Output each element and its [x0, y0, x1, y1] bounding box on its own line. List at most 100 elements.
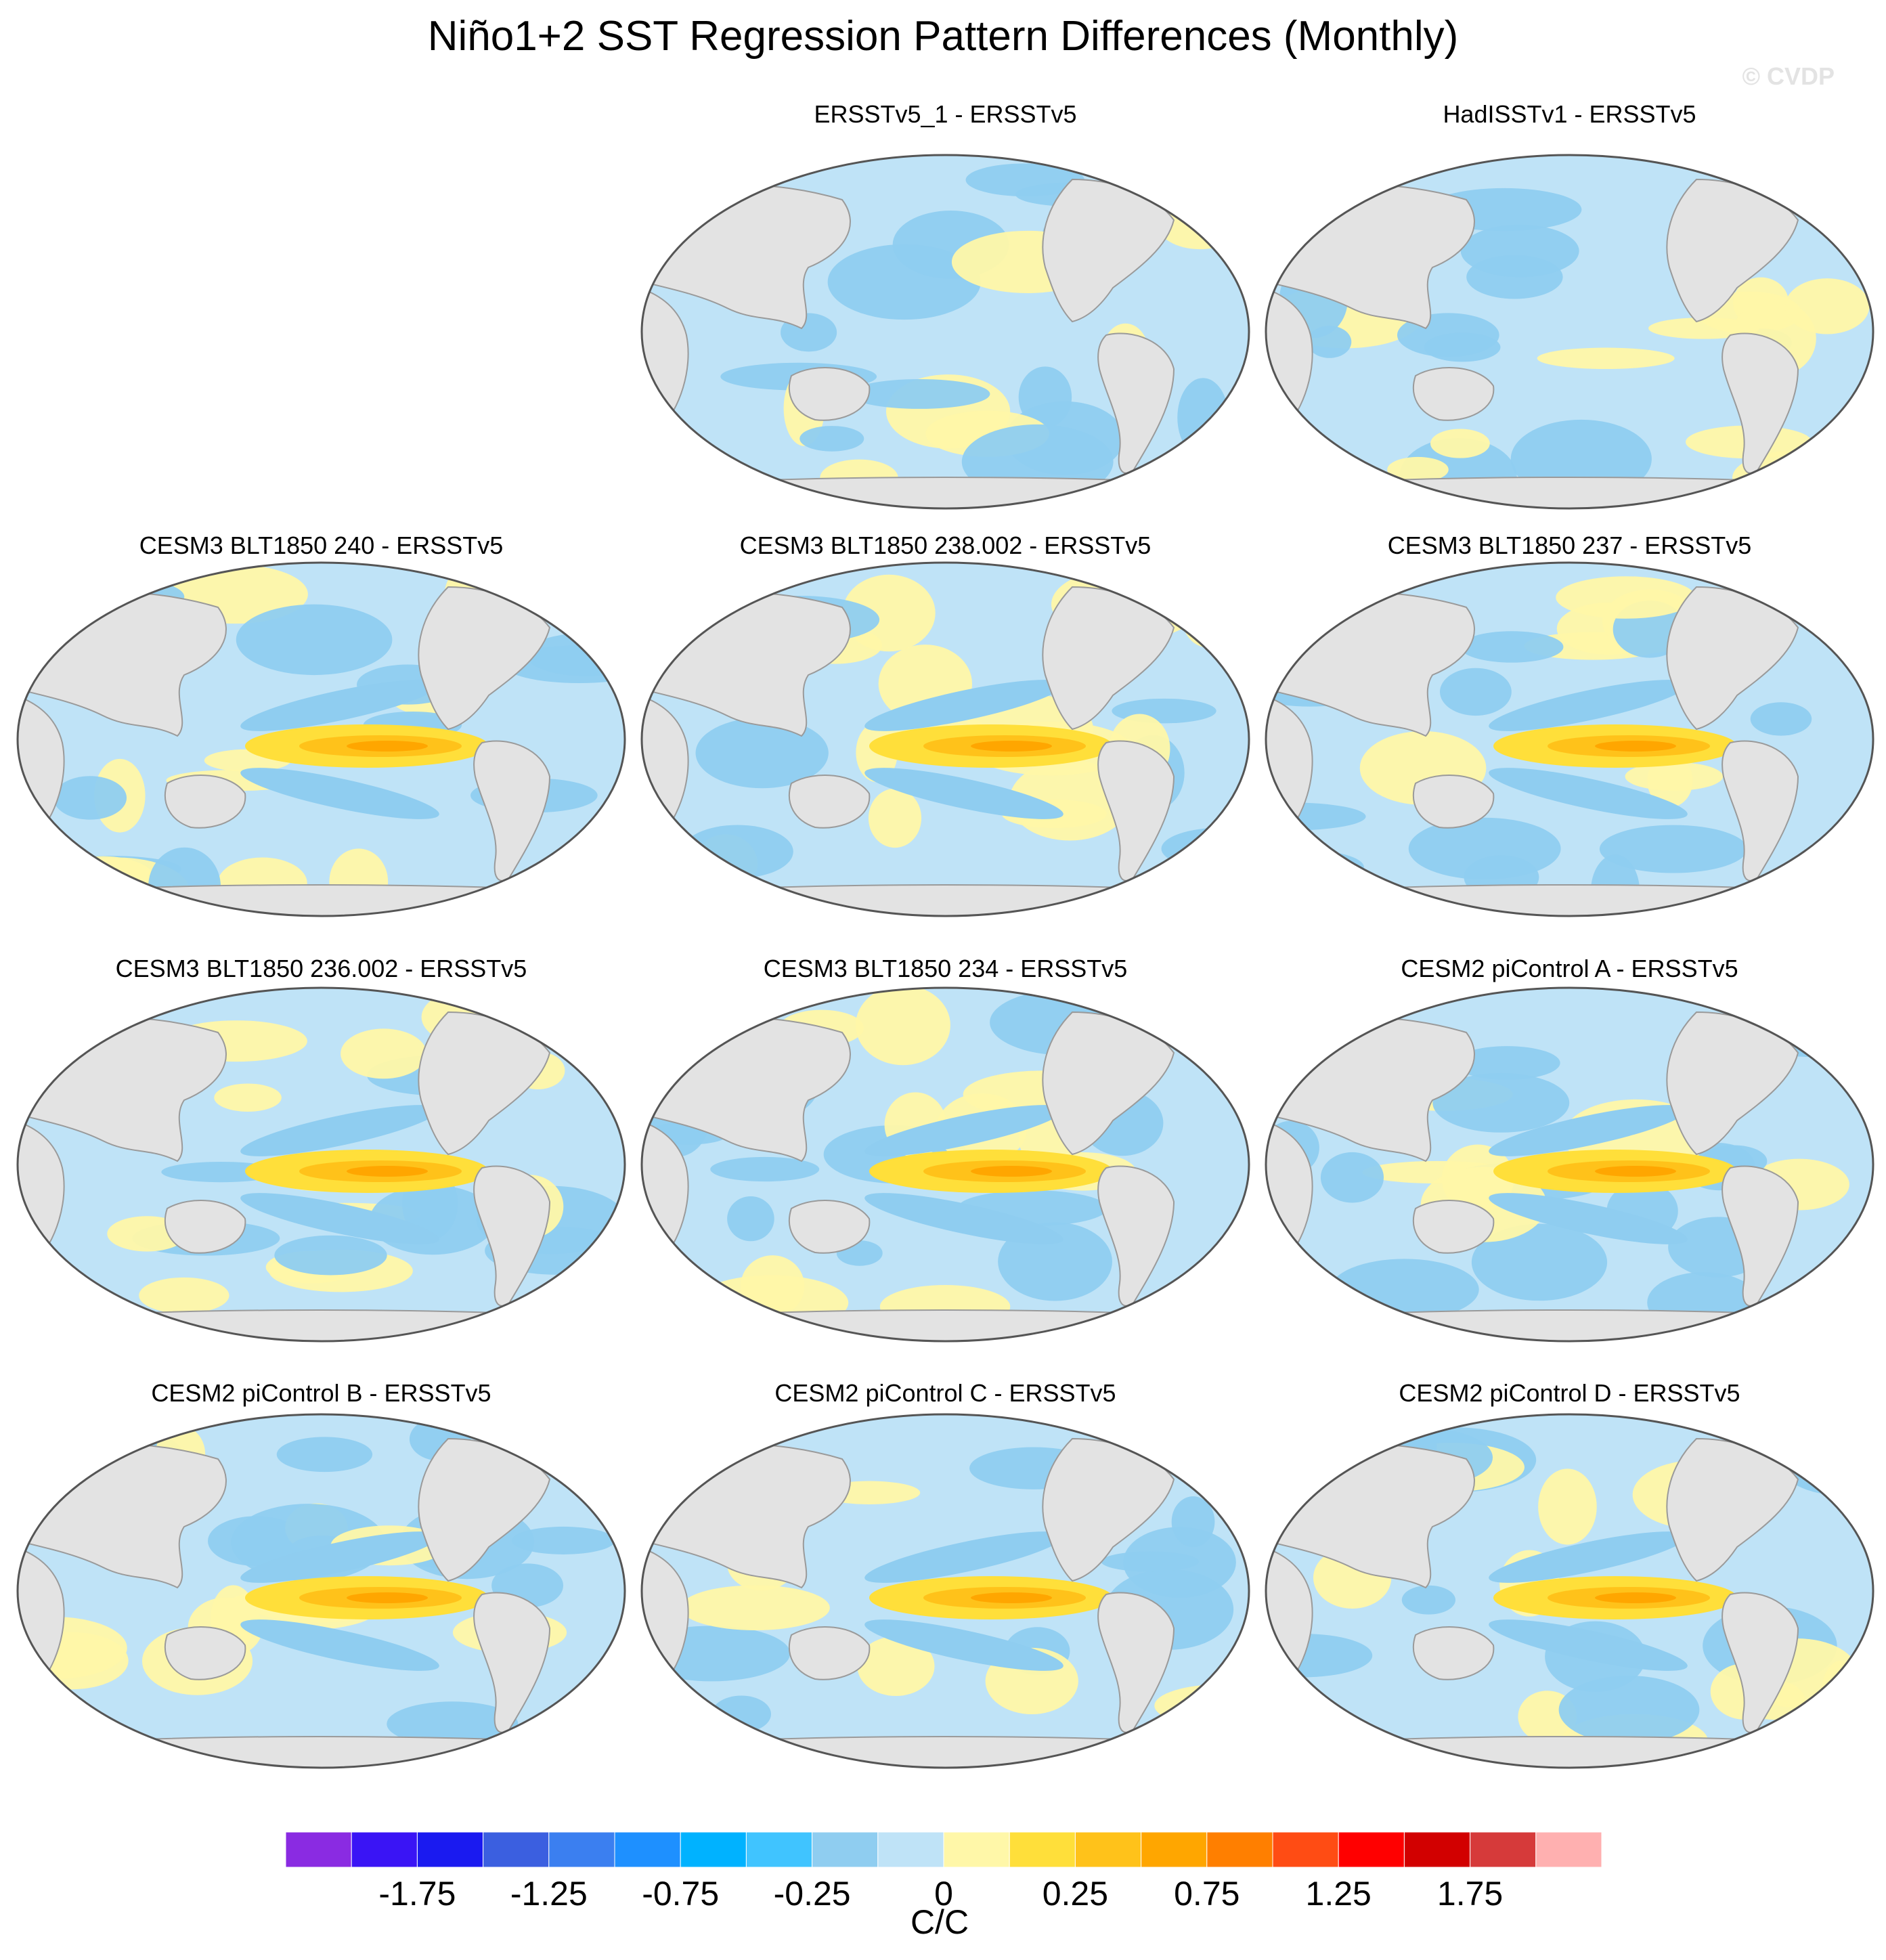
- warm-anomaly-patch: [1647, 754, 1693, 808]
- land-mass: [788, 775, 871, 829]
- colorbar-tick-label: 0.75: [1174, 1875, 1240, 1913]
- land-mass: [527, 1424, 582, 1466]
- equatorial-pacific-max: [347, 1592, 428, 1603]
- cool-anomaly-patch: [849, 378, 990, 409]
- warm-anomaly-patch: [868, 788, 922, 848]
- warm-anomaly-patch: [1538, 1468, 1597, 1545]
- colorbar-swatch: [812, 1832, 879, 1867]
- colorbar-swatch: [1470, 1832, 1537, 1867]
- map-border: [1265, 561, 1874, 917]
- colorbar-swatch: [680, 1832, 747, 1867]
- robinson-map: [640, 986, 1250, 1343]
- land-mass: [1412, 367, 1495, 421]
- cool-anomaly-patch: [799, 426, 864, 452]
- colorbar-swatch: [1074, 1832, 1142, 1867]
- north-pacific-cool-band: [240, 1531, 439, 1583]
- robinson-map: [1265, 1413, 1874, 1769]
- warm-anomaly-patch: [139, 1277, 229, 1314]
- colorbar-swatch: [745, 1832, 813, 1867]
- cool-anomaly-patch: [1440, 668, 1512, 716]
- land-mass: [18, 884, 625, 916]
- robinson-map: [1265, 986, 1874, 1343]
- cool-anomaly-patch: [1471, 1223, 1608, 1301]
- robinson-map: [1265, 154, 1874, 510]
- warm-anomaly-patch: [1556, 576, 1696, 619]
- north-pacific-cool-band: [1489, 1531, 1688, 1583]
- north-pacific-cool-band: [240, 680, 439, 731]
- land-mass: [1412, 1200, 1495, 1254]
- north-pacific-cool-band: [864, 680, 1063, 731]
- land-mass: [1266, 884, 1873, 916]
- warm-anomaly-patch: [680, 1585, 830, 1631]
- land-mass: [164, 775, 246, 829]
- south-pacific-cool-band: [240, 768, 439, 819]
- land-mass: [1776, 997, 1830, 1040]
- map-border: [16, 986, 626, 1343]
- land-mass: [642, 477, 1249, 508]
- colorbar-swatch: [548, 1832, 615, 1867]
- land-mass: [1776, 572, 1830, 615]
- land-mass: [1266, 1736, 1873, 1768]
- colorbar-swatch: [286, 1832, 352, 1867]
- colorbar-tick-label: -0.25: [773, 1875, 851, 1913]
- robinson-map: [640, 1413, 1250, 1769]
- warm-anomaly-patch: [1781, 1292, 1873, 1314]
- cvdp-watermark: © CVDP: [1742, 62, 1835, 90]
- cool-anomaly-patch: [53, 776, 127, 820]
- colorbar-tick-label: -1.75: [378, 1875, 456, 1913]
- warm-anomaly-patch: [1180, 577, 1234, 648]
- map-border: [1265, 154, 1874, 510]
- robinson-map: [1265, 561, 1874, 917]
- colorbar-tick-label: 1.75: [1437, 1875, 1504, 1913]
- cool-anomaly-patch: [1558, 1676, 1700, 1744]
- land-mass: [788, 1200, 871, 1254]
- land-mass: [164, 1200, 246, 1254]
- land-mass: [1152, 572, 1206, 615]
- map-border: [640, 986, 1250, 1343]
- cool-anomaly-patch: [1599, 825, 1747, 873]
- warm-anomaly-patch: [214, 1083, 282, 1112]
- cool-anomaly-patch: [274, 1235, 387, 1276]
- figure-title: Niño1+2 SST Regression Pattern Differenc…: [427, 13, 1459, 60]
- cool-anomaly-patch: [236, 604, 393, 676]
- map-border: [16, 561, 626, 917]
- land-mass: [1412, 1626, 1495, 1680]
- cool-anomaly-patch: [1153, 1718, 1249, 1744]
- map-border: [640, 154, 1250, 510]
- cool-anomaly-patch: [511, 1526, 615, 1554]
- panel-title: CESM3 BLT1850 234 - ERSSTv5: [763, 955, 1128, 982]
- north-pacific-cool-band: [864, 1531, 1063, 1583]
- cool-anomaly-patch: [965, 163, 1084, 197]
- map-border: [640, 561, 1250, 917]
- robinson-map: [16, 986, 626, 1343]
- land-mass: [1152, 165, 1206, 207]
- cool-anomaly-patch: [1177, 378, 1229, 458]
- cool-anomaly-patch: [1320, 1152, 1384, 1203]
- cool-anomaly-patch: [387, 1701, 519, 1747]
- warm-anomaly-patch: [1387, 456, 1449, 483]
- cool-anomaly-patch: [1432, 1072, 1570, 1133]
- panel-title: CESM2 piControl B - ERSSTv5: [151, 1379, 491, 1407]
- land-mass: [642, 884, 1249, 916]
- warm-anomaly-patch: [48, 856, 158, 911]
- colorbar-swatch: [877, 1832, 944, 1867]
- south-pacific-cool-band: [240, 1193, 439, 1244]
- panel-title: ERSSTv5_1 - ERSSTv5: [814, 100, 1077, 128]
- panel-title: CESM3 BLT1850 240 - ERSSTv5: [139, 531, 504, 559]
- colorbar-swatch: [1009, 1832, 1076, 1867]
- south-pacific-cool-band: [864, 768, 1063, 819]
- panel-title: CESM2 piControl A - ERSSTv5: [1401, 955, 1738, 982]
- cool-anomaly-patch: [695, 718, 829, 789]
- cool-anomaly-patch: [1453, 1046, 1560, 1080]
- land-mass: [1266, 477, 1873, 508]
- colorbar-swatch: [1272, 1832, 1339, 1867]
- cool-anomaly-patch: [1460, 631, 1564, 663]
- land-mass: [1776, 1424, 1830, 1466]
- colorbar-tick-label: -0.75: [642, 1875, 720, 1913]
- map-border: [1265, 986, 1874, 1343]
- colorbar-tick-label: -1.25: [510, 1875, 588, 1913]
- south-pacific-cool-band: [1489, 1619, 1688, 1671]
- warm-anomaly-patch: [1430, 429, 1490, 458]
- warm-anomaly-patch: [855, 988, 950, 1066]
- north-pacific-cool-band: [1489, 680, 1688, 731]
